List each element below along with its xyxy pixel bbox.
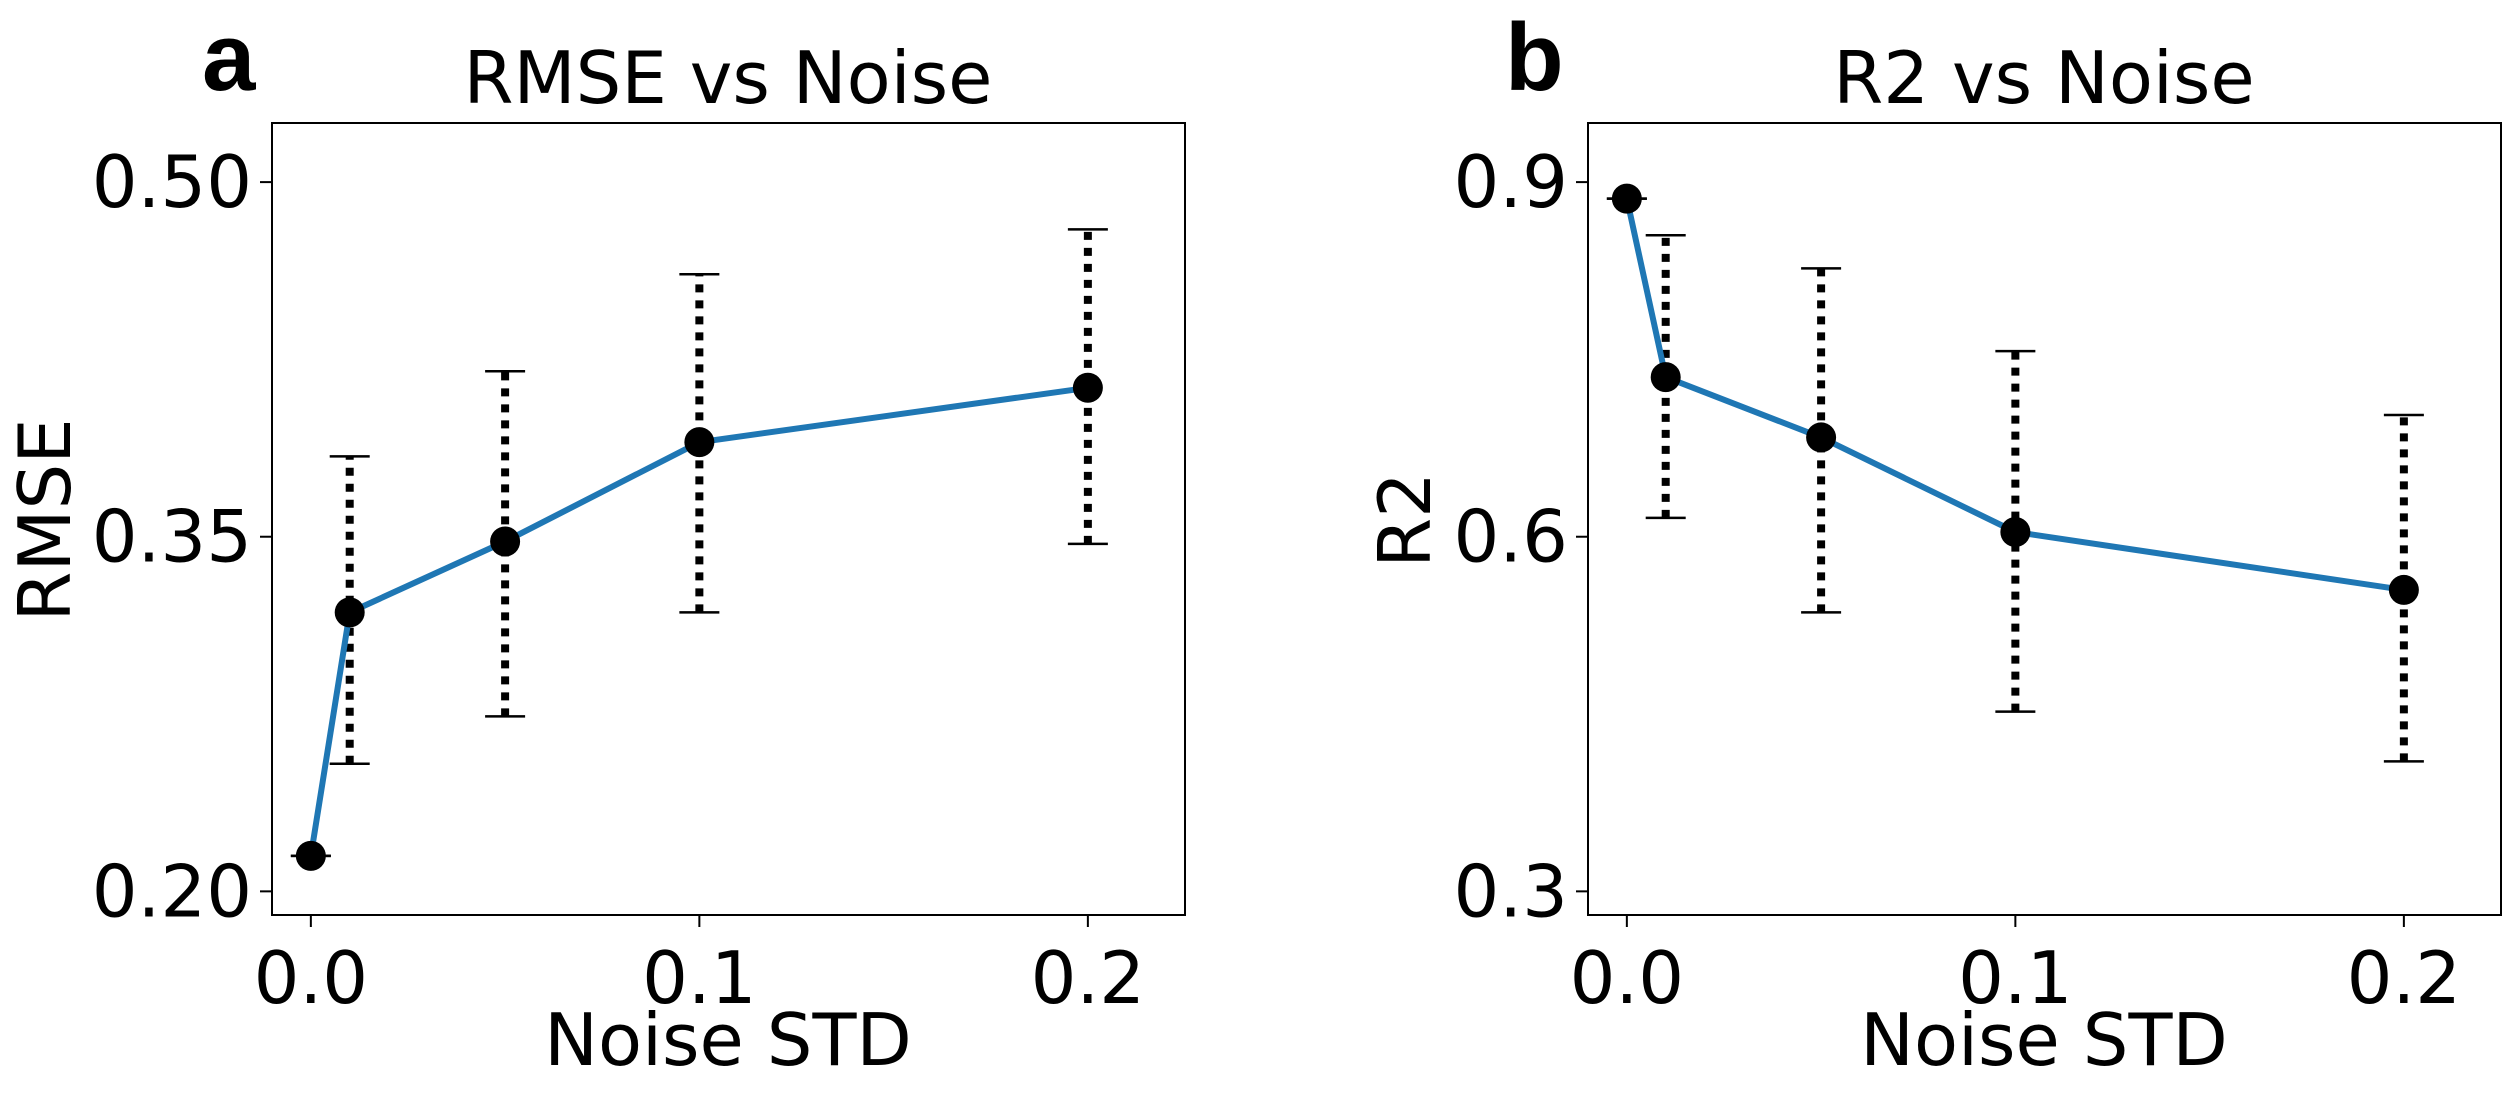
data-point-a: [490, 526, 521, 557]
y-axis-label-a: RMSE: [3, 418, 87, 621]
data-point-a: [334, 597, 365, 628]
y-tick-label-a: 0.35: [92, 495, 252, 579]
panel-b: b R2 vs Noise Noise STD R2 0.0 0.1 0.20.30…: [1363, 4, 2502, 1082]
chart-title-b: R2 vs Noise: [1833, 36, 2254, 120]
panel-a: a RMSE vs Noise Noise STD RMSE 0.0 0.1 0.2…: [3, 4, 1186, 1082]
x-axis-label-a: Noise STD: [544, 998, 912, 1082]
series-line-a: [307, 384, 1089, 857]
axis-ticks-a: 0.0 0.1 0.2 0.20 0.35 0.50: [92, 140, 1145, 1020]
panel-letter-b: b: [1505, 4, 1564, 111]
y-tick-label-b: 0.6: [1453, 495, 1568, 579]
axis-ticks-b: 0.0 0.1 0.2 0.3 0.6 0.9: [1453, 140, 2461, 1020]
error-bars-a: [290, 228, 1108, 858]
x-tick-label-b: 0.1: [1958, 936, 2073, 1020]
plot-frame-a: [271, 122, 1186, 916]
data-points-a: [295, 372, 1103, 871]
data-point-a: [295, 840, 326, 871]
x-tick-label-a: 0.0: [254, 936, 369, 1020]
x-tick-label-b: 0.0: [1570, 936, 1685, 1020]
chart-title-a: RMSE vs Noise: [464, 36, 993, 120]
plot-frame-b: [1587, 122, 2502, 916]
data-point-b: [1611, 183, 1642, 214]
data-point-a: [1072, 372, 1103, 403]
data-points-b: [1611, 183, 2419, 605]
panel-letter-a: a: [202, 4, 256, 111]
error-bars-b: [1606, 197, 2424, 763]
y-tick-label-b: 0.9: [1453, 140, 1568, 224]
data-point-b: [1806, 422, 1837, 453]
series-line-group-a: [307, 384, 1089, 857]
data-point-a: [684, 427, 715, 458]
x-tick-label-b: 0.2: [2347, 936, 2462, 1020]
y-tick-label-a: 0.50: [92, 140, 252, 224]
data-point-b: [2000, 517, 2031, 548]
x-tick-label-a: 0.1: [642, 936, 757, 1020]
data-point-b: [2388, 574, 2419, 605]
x-tick-label-a: 0.2: [1031, 936, 1146, 1020]
data-point-b: [1650, 362, 1681, 393]
y-axis-label-b: R2: [1363, 472, 1447, 568]
y-tick-label-b: 0.3: [1453, 849, 1568, 933]
y-tick-label-a: 0.20: [92, 849, 252, 933]
x-axis-label-b: Noise STD: [1860, 998, 2228, 1082]
